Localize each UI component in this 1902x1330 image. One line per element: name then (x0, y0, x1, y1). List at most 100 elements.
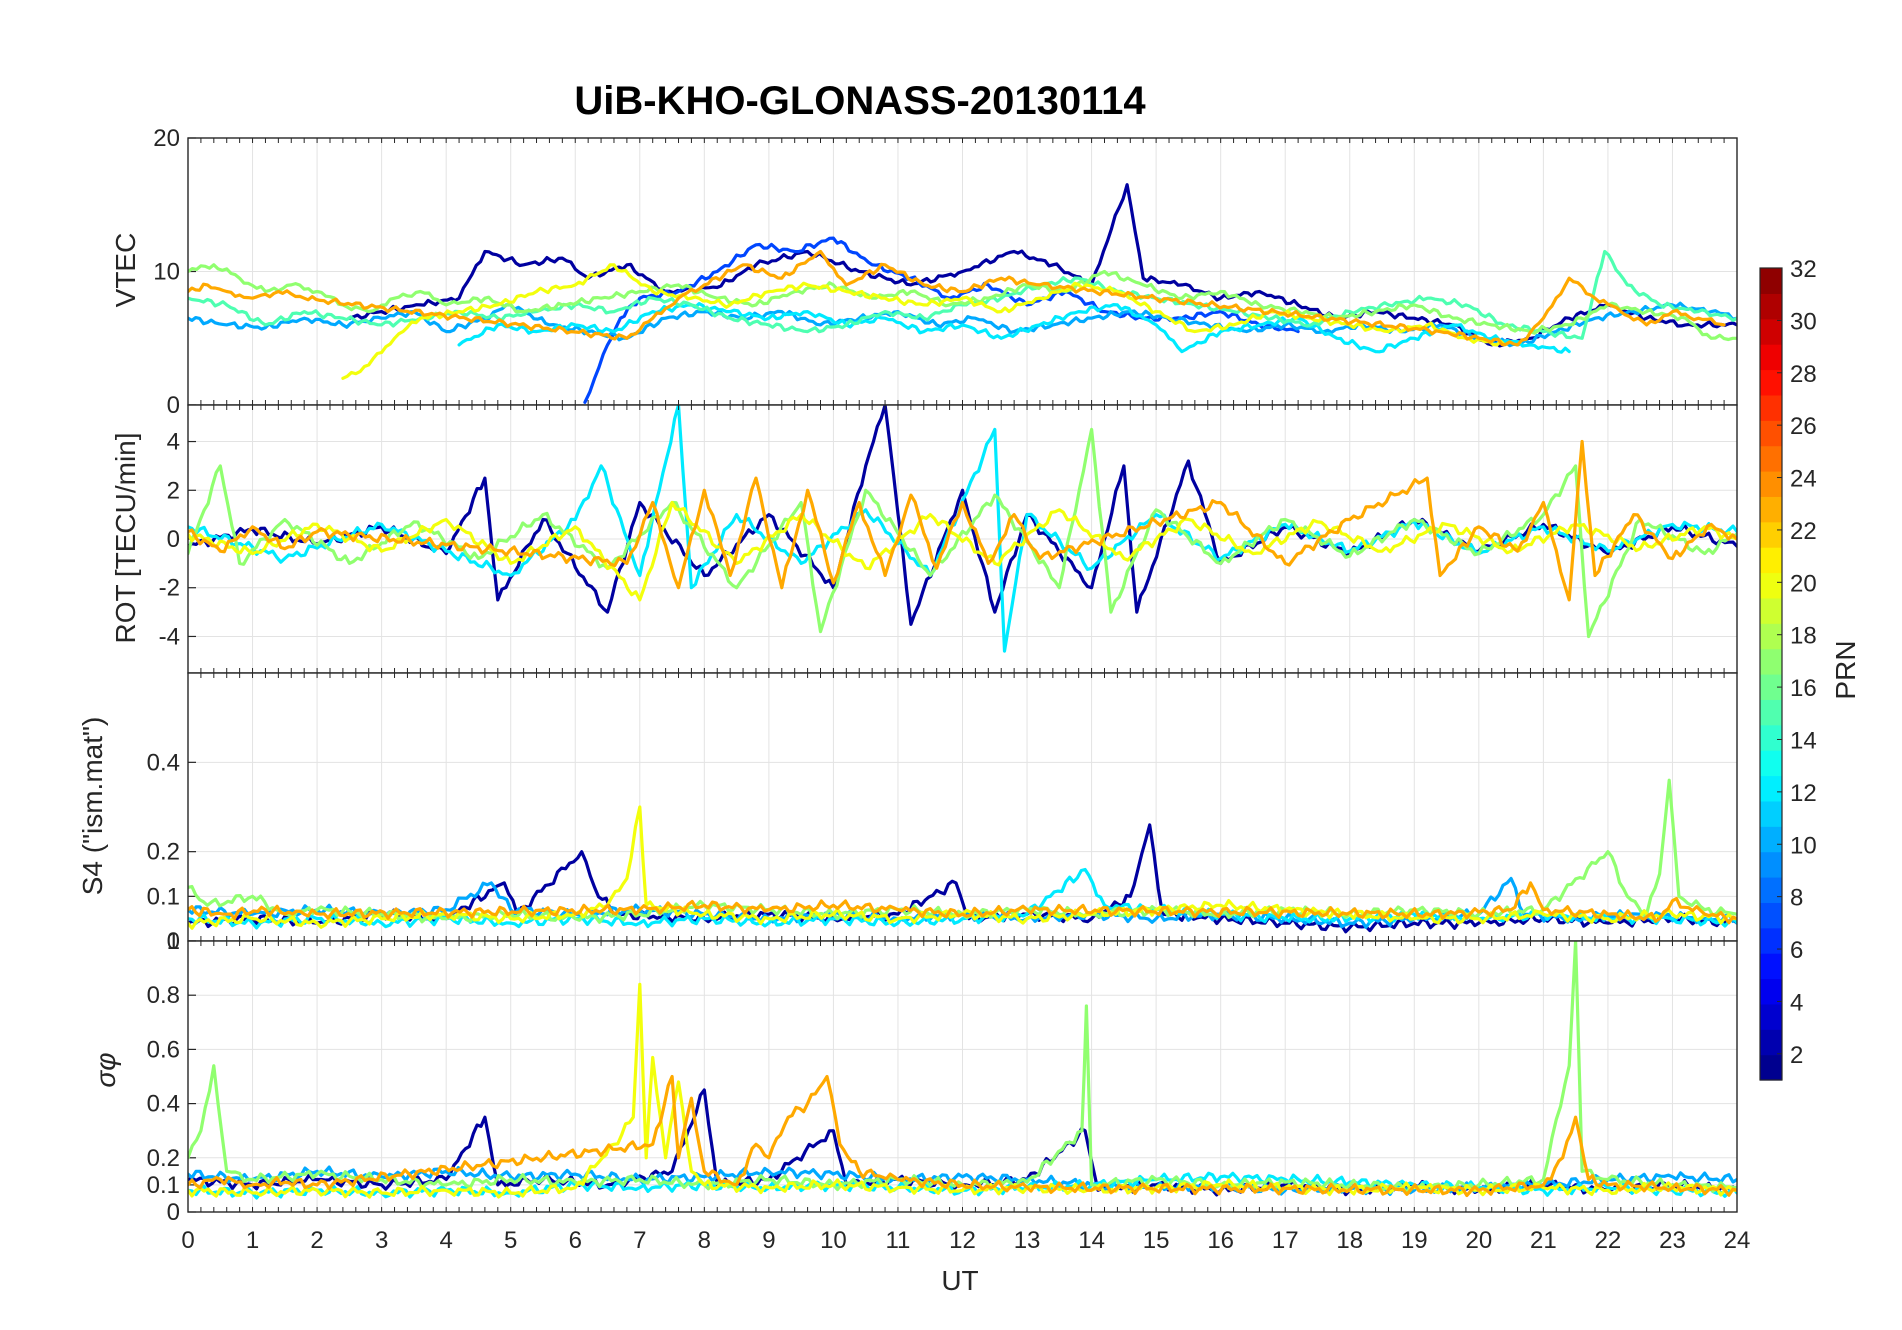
colorbar-swatch (1760, 674, 1782, 700)
series-line-prn-17 (188, 778, 1737, 924)
panel-rot-plot: -4 -2 0 2 4 (159, 404, 1738, 674)
colorbar-swatch (1760, 572, 1782, 599)
colorbar-swatch (1760, 775, 1782, 802)
colorbar-swatch (1760, 521, 1782, 548)
colorbar-swatch (1760, 1054, 1782, 1081)
ylabel-rot: ROT [TECU/min] (110, 432, 141, 643)
xlabel: UT (941, 1265, 978, 1296)
panel-vtec: VTEC (110, 233, 141, 308)
y-tick-label: 0 (167, 928, 180, 955)
colorbar-label: PRN (1830, 640, 1861, 699)
colorbar-tick-label: 30 (1790, 308, 1817, 335)
colorbar-tick-label: 28 (1790, 361, 1817, 388)
y-tick-label: 0.2 (147, 1145, 180, 1172)
x-tick-label: 4 (439, 1227, 452, 1254)
colorbar-swatch (1760, 623, 1782, 650)
x-tick-label: 10 (820, 1227, 847, 1254)
y-tick-label: 20 (153, 125, 180, 152)
colorbar-swatch (1760, 420, 1782, 447)
x-tick-label: 12 (949, 1227, 976, 1254)
colorbar: PRN (1830, 640, 1861, 699)
x-tick-label: 11 (885, 1227, 910, 1254)
colorbar-tick-label: 22 (1790, 518, 1817, 545)
colorbar-swatch (1760, 1029, 1782, 1056)
colorbar-swatch (1760, 851, 1782, 878)
x-tick-label: 15 (1143, 1227, 1170, 1254)
colorbar-tick-label: 14 (1790, 727, 1817, 754)
y-tick-label: 0.4 (147, 749, 180, 776)
x-tick-label: 0 (181, 1227, 194, 1254)
y-tick-label: 4 (167, 429, 180, 456)
series-line-prn-12 (457, 302, 1571, 354)
colorbar-tick-label: 18 (1790, 623, 1817, 650)
colorbar-tick-label: 10 (1790, 832, 1817, 859)
x-tick-label: 21 (1530, 1227, 1557, 1254)
colorbar-swatch (1760, 471, 1782, 497)
x-tick-label: 22 (1595, 1227, 1622, 1254)
colorbar-tick-label: 2 (1790, 1042, 1803, 1069)
colorbar-swatch (1760, 268, 1782, 294)
x-tick-label: 23 (1659, 1227, 1686, 1254)
chart-title: UiB-KHO-GLONASS-20130114 (574, 79, 1146, 123)
colorbar-swatch (1760, 800, 1782, 827)
colorbar-tick-label: 16 (1790, 675, 1817, 702)
y-tick-label: 2 (167, 477, 180, 504)
colorbar-swatch (1760, 496, 1782, 523)
x-tick-label: 3 (375, 1227, 388, 1254)
x-tick-label: 7 (633, 1227, 646, 1254)
colorbar-swatch (1760, 953, 1782, 980)
ylabel-s4: S4 ("ism.mat") (77, 717, 108, 896)
colorbar-swatch (1760, 927, 1782, 954)
colorbar-tick-label: 20 (1790, 570, 1817, 597)
series-group (188, 778, 1737, 934)
colorbar-frame (1759, 267, 1783, 1081)
colorbar-swatch (1760, 750, 1782, 777)
y-tick-label: 0.2 (147, 839, 180, 866)
y-tick-label: -4 (159, 623, 180, 650)
colorbar-swatch (1760, 369, 1782, 396)
y-tick-label: 0 (167, 526, 180, 553)
plot-frame (187, 940, 1738, 1213)
y-tick-label: 0.1 (147, 1172, 180, 1199)
y-tick-label: 0.4 (147, 1091, 180, 1118)
colorbar-swatch (1760, 902, 1782, 929)
colorbar-swatch (1760, 648, 1782, 675)
colorbar-swatch (1760, 318, 1782, 345)
x-tick-label: 19 (1401, 1227, 1428, 1254)
colorbar-swatch (1760, 877, 1782, 903)
series-line-prn-23 (188, 249, 1726, 347)
x-tick-label: 9 (762, 1227, 775, 1254)
series-line-prn-23 (188, 881, 1737, 925)
y-tick-label: 0 (167, 392, 180, 419)
colorbar-swatch (1760, 597, 1782, 624)
colorbar-swatch (1760, 344, 1782, 371)
panel-sigma-plot: 00.10.20.40.60.81 (147, 928, 1738, 1226)
colorbar-tick-label: 12 (1790, 780, 1817, 807)
series-group (188, 183, 1737, 404)
x-tick-label: 18 (1336, 1227, 1363, 1254)
colorbar-swatch (1760, 1003, 1782, 1030)
y-tick-label: -2 (159, 575, 180, 602)
colorbar-tick-label: 6 (1790, 937, 1803, 964)
x-tick-label: 14 (1078, 1227, 1105, 1254)
x-tick-label: 5 (504, 1227, 517, 1254)
series-group (188, 405, 1737, 653)
y-tick-label: 10 (153, 259, 180, 286)
series-line-prn-17 (188, 263, 1737, 342)
x-tick-label: 16 (1207, 1227, 1234, 1254)
colorbar-tick-label: 26 (1790, 413, 1817, 440)
x-tick-label: 8 (698, 1227, 711, 1254)
series-line-prn-20 (188, 500, 1737, 602)
series-line-prn-23 (188, 439, 1737, 602)
y-tick-label: 0.1 (147, 883, 180, 910)
panel-s4: S4 ("ism.mat") (77, 717, 108, 896)
colorbar-swatch (1760, 826, 1782, 853)
colorbar-swatch (1760, 445, 1782, 472)
panel-s4-plot: 0 0.1 0.2 0.4 (147, 672, 1738, 955)
x-tick-label: 13 (1014, 1227, 1041, 1254)
y-tick-label: 0.8 (147, 982, 180, 1009)
panel-rot: ROT [TECU/min] (110, 432, 141, 643)
colorbar-tick-label: 8 (1790, 885, 1803, 912)
